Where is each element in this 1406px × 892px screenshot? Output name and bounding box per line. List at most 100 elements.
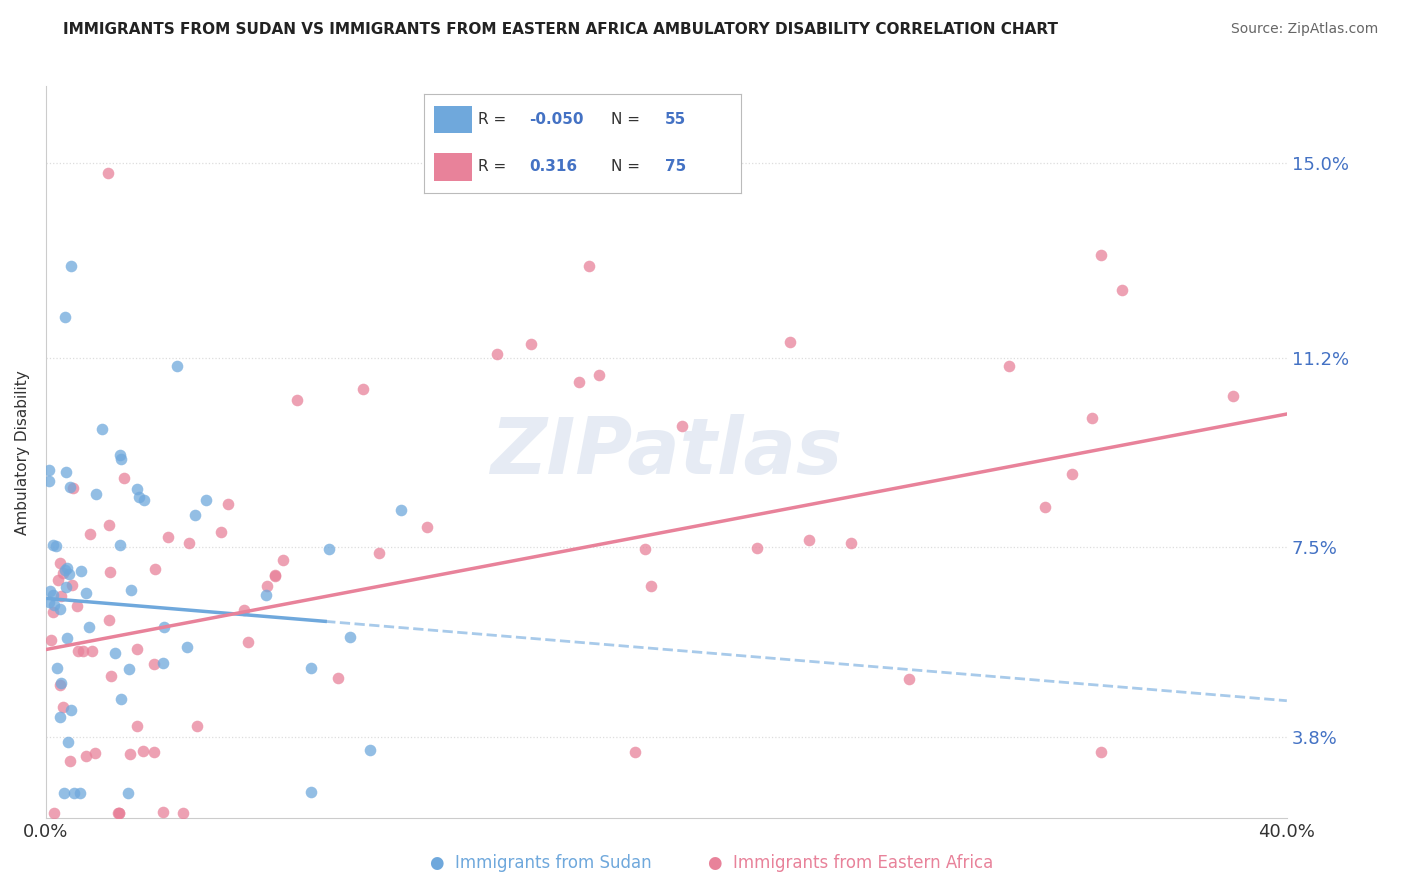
Point	[110, 538, 132, 552]
Point	[49, 556, 72, 570]
Text: ●  Immigrants from Sudan: ● Immigrants from Sudan	[430, 855, 652, 872]
Point	[1033, 500, 1056, 514]
Point	[1090, 248, 1112, 262]
Point	[69, 786, 91, 800]
Point	[176, 640, 198, 655]
Point	[236, 635, 259, 649]
Point	[45, 661, 67, 675]
Point	[166, 359, 188, 373]
Point	[217, 497, 239, 511]
Point	[745, 541, 768, 556]
Point	[318, 542, 340, 557]
Point	[77, 620, 100, 634]
Point	[49, 676, 72, 690]
Point	[568, 375, 591, 389]
Point	[997, 359, 1019, 373]
Point	[588, 368, 610, 382]
Point	[84, 746, 107, 760]
Point	[79, 526, 101, 541]
Point	[1080, 411, 1102, 425]
Point	[898, 672, 921, 686]
Point	[49, 589, 72, 603]
Text: ZIPatlas: ZIPatlas	[491, 415, 842, 491]
Point	[634, 541, 657, 556]
Point	[108, 805, 131, 820]
Point	[66, 599, 89, 614]
Point	[42, 606, 65, 620]
Point	[271, 553, 294, 567]
Point	[70, 564, 93, 578]
Point	[110, 451, 132, 466]
Point	[368, 546, 391, 560]
Point	[45, 539, 67, 553]
Point	[209, 524, 232, 539]
Point	[38, 474, 60, 488]
Point	[42, 588, 65, 602]
Point	[326, 671, 349, 685]
Point	[299, 661, 322, 675]
Point	[640, 579, 662, 593]
Point	[62, 481, 84, 495]
Point	[352, 382, 374, 396]
Point	[520, 337, 543, 351]
Point	[624, 745, 647, 759]
Point	[339, 630, 361, 644]
Point	[1060, 467, 1083, 481]
Point	[118, 747, 141, 762]
Point	[128, 490, 150, 504]
Point	[132, 492, 155, 507]
Point	[53, 310, 76, 324]
Point	[143, 562, 166, 576]
Point	[1222, 389, 1244, 403]
Point	[90, 422, 112, 436]
Point	[107, 806, 129, 821]
Point	[52, 786, 75, 800]
Point	[264, 569, 287, 583]
Point	[52, 566, 75, 581]
Point	[578, 259, 600, 273]
Point	[120, 582, 142, 597]
Point	[59, 259, 82, 273]
Point	[39, 584, 62, 599]
Point	[59, 703, 82, 717]
Point	[256, 579, 278, 593]
Point	[44, 806, 66, 821]
Point	[143, 657, 166, 672]
Point	[42, 538, 65, 552]
Point	[232, 603, 254, 617]
Point	[56, 734, 79, 748]
Text: IMMIGRANTS FROM SUDAN VS IMMIGRANTS FROM EASTERN AFRICA AMBULATORY DISABILITY CO: IMMIGRANTS FROM SUDAN VS IMMIGRANTS FROM…	[63, 22, 1059, 37]
Point	[127, 642, 149, 657]
Point	[797, 533, 820, 548]
Point	[839, 536, 862, 550]
Point	[179, 536, 201, 550]
Point	[56, 561, 79, 575]
Point	[194, 493, 217, 508]
Point	[53, 563, 76, 577]
Point	[58, 566, 80, 581]
Point	[49, 709, 72, 723]
Point	[98, 566, 121, 580]
Point	[127, 719, 149, 733]
Point	[52, 699, 75, 714]
Point	[100, 669, 122, 683]
Point	[285, 392, 308, 407]
Point	[38, 595, 60, 609]
Point	[48, 574, 70, 588]
Point	[98, 517, 121, 532]
Point	[59, 754, 82, 768]
Point	[97, 613, 120, 627]
Point	[1111, 283, 1133, 297]
Y-axis label: Ambulatory Disability: Ambulatory Disability	[15, 370, 30, 535]
Point	[104, 647, 127, 661]
Text: Source: ZipAtlas.com: Source: ZipAtlas.com	[1230, 22, 1378, 37]
Point	[86, 487, 108, 501]
Point	[48, 678, 70, 692]
Point	[264, 567, 287, 582]
Point	[118, 662, 141, 676]
Point	[1090, 745, 1112, 759]
Point	[254, 589, 277, 603]
Point	[55, 580, 77, 594]
Point	[779, 335, 801, 350]
Point	[416, 519, 439, 533]
